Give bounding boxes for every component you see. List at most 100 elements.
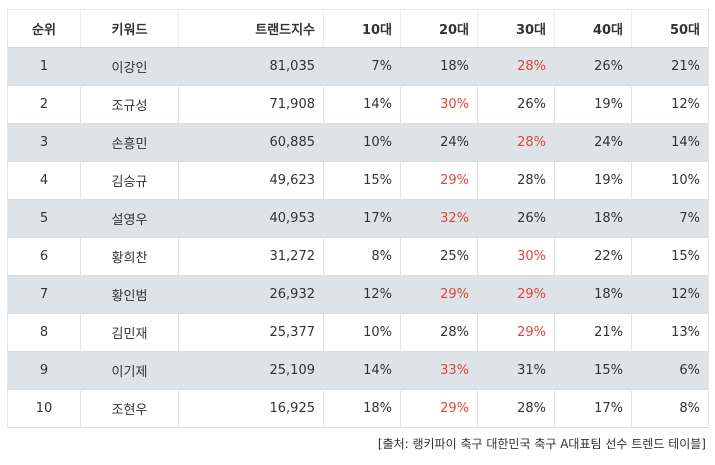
cell-age-50s: 14% [631, 123, 709, 162]
trend-table: 순위 키워드 트랜드지수 10대 20대 30대 40대 50대 1 이강인 81,… [7, 9, 709, 428]
cell-age-10s: 15% [323, 161, 401, 200]
cell-trend-index: 60,885 [178, 123, 324, 162]
cell-age-20s: 24% [400, 123, 478, 162]
cell-rank: 9 [7, 351, 81, 390]
cell-age-30s: 30% [477, 237, 555, 276]
cell-age-30s: 28% [477, 389, 555, 428]
cell-age-10s: 10% [323, 123, 401, 162]
cell-age-40s: 15% [554, 351, 632, 390]
cell-age-50s: 6% [631, 351, 709, 390]
cell-trend-index: 16,925 [178, 389, 324, 428]
table-row: 8 김민재 25,377 10% 28% 29% 21% 13% [7, 313, 709, 352]
cell-age-30s: 28% [477, 123, 555, 162]
cell-keyword: 김승규 [80, 161, 179, 200]
cell-keyword: 황희찬 [80, 237, 179, 276]
cell-age-50s: 15% [631, 237, 709, 276]
cell-rank: 7 [7, 275, 81, 314]
cell-age-40s: 19% [554, 85, 632, 124]
cell-age-20s: 29% [400, 275, 478, 314]
cell-age-50s: 21% [631, 47, 709, 86]
cell-age-30s: 26% [477, 199, 555, 238]
cell-age-10s: 18% [323, 389, 401, 428]
cell-age-40s: 19% [554, 161, 632, 200]
cell-keyword: 조규성 [80, 85, 179, 124]
cell-age-30s: 28% [477, 161, 555, 200]
table-row: 9 이기제 25,109 14% 33% 31% 15% 6% [7, 351, 709, 390]
cell-age-20s: 25% [400, 237, 478, 276]
cell-rank: 10 [7, 389, 81, 428]
cell-age-20s: 29% [400, 161, 478, 200]
trend-table-container: 순위 키워드 트랜드지수 10대 20대 30대 40대 50대 1 이강인 81,… [7, 9, 709, 428]
cell-age-50s: 12% [631, 85, 709, 124]
cell-age-50s: 13% [631, 313, 709, 352]
cell-rank: 6 [7, 237, 81, 276]
cell-keyword: 이기제 [80, 351, 179, 390]
table-row: 4 김승규 49,623 15% 29% 28% 19% 10% [7, 161, 709, 200]
cell-trend-index: 71,908 [178, 85, 324, 124]
header-rank: 순위 [7, 9, 81, 48]
source-caption: [출처: 랭키파이 축구 대한민국 축구 A대표팀 선수 트렌드 테이블] [377, 437, 706, 451]
cell-age-20s: 29% [400, 389, 478, 428]
cell-age-40s: 18% [554, 275, 632, 314]
table-row: 3 손흥민 60,885 10% 24% 28% 24% 14% [7, 123, 709, 162]
cell-rank: 1 [7, 47, 81, 86]
cell-age-20s: 30% [400, 85, 478, 124]
cell-trend-index: 81,035 [178, 47, 324, 86]
table-row: 10 조현우 16,925 18% 29% 28% 17% 8% [7, 389, 709, 428]
cell-rank: 8 [7, 313, 81, 352]
cell-age-10s: 8% [323, 237, 401, 276]
cell-age-50s: 8% [631, 389, 709, 428]
cell-rank: 4 [7, 161, 81, 200]
cell-keyword: 손흥민 [80, 123, 179, 162]
header-keyword: 키워드 [80, 9, 179, 48]
cell-age-30s: 26% [477, 85, 555, 124]
cell-keyword: 김민재 [80, 313, 179, 352]
table-row: 7 황인범 26,932 12% 29% 29% 18% 12% [7, 275, 709, 314]
cell-age-40s: 24% [554, 123, 632, 162]
cell-rank: 5 [7, 199, 81, 238]
cell-rank: 3 [7, 123, 81, 162]
cell-trend-index: 31,272 [178, 237, 324, 276]
header-trend-index: 트랜드지수 [178, 9, 324, 48]
cell-age-40s: 21% [554, 313, 632, 352]
cell-rank: 2 [7, 85, 81, 124]
cell-trend-index: 49,623 [178, 161, 324, 200]
cell-age-20s: 32% [400, 199, 478, 238]
header-age-10s: 10대 [323, 9, 401, 48]
cell-age-10s: 10% [323, 313, 401, 352]
header-age-40s: 40대 [554, 9, 632, 48]
header-age-50s: 50대 [631, 9, 709, 48]
table-body: 1 이강인 81,035 7% 18% 28% 26% 21% 2 조규성 71,908 14% 30%… [7, 47, 709, 428]
cell-age-30s: 28% [477, 47, 555, 86]
cell-age-30s: 29% [477, 275, 555, 314]
cell-age-40s: 17% [554, 389, 632, 428]
cell-trend-index: 25,109 [178, 351, 324, 390]
cell-age-20s: 33% [400, 351, 478, 390]
cell-age-30s: 29% [477, 313, 555, 352]
header-age-30s: 30대 [477, 9, 555, 48]
cell-trend-index: 40,953 [178, 199, 324, 238]
cell-trend-index: 25,377 [178, 313, 324, 352]
cell-age-40s: 18% [554, 199, 632, 238]
cell-age-30s: 31% [477, 351, 555, 390]
cell-age-20s: 18% [400, 47, 478, 86]
cell-keyword: 설영우 [80, 199, 179, 238]
cell-age-40s: 26% [554, 47, 632, 86]
cell-age-50s: 7% [631, 199, 709, 238]
table-header-row: 순위 키워드 트랜드지수 10대 20대 30대 40대 50대 [7, 9, 709, 48]
cell-age-40s: 22% [554, 237, 632, 276]
table-row: 1 이강인 81,035 7% 18% 28% 26% 21% [7, 47, 709, 86]
cell-age-10s: 12% [323, 275, 401, 314]
cell-trend-index: 26,932 [178, 275, 324, 314]
cell-keyword: 이강인 [80, 47, 179, 86]
table-row: 5 설영우 40,953 17% 32% 26% 18% 7% [7, 199, 709, 238]
table-row: 6 황희찬 31,272 8% 25% 30% 22% 15% [7, 237, 709, 276]
cell-age-10s: 14% [323, 85, 401, 124]
cell-keyword: 황인범 [80, 275, 179, 314]
cell-age-50s: 12% [631, 275, 709, 314]
cell-age-10s: 14% [323, 351, 401, 390]
cell-age-10s: 17% [323, 199, 401, 238]
header-age-20s: 20대 [400, 9, 478, 48]
cell-keyword: 조현우 [80, 389, 179, 428]
cell-age-10s: 7% [323, 47, 401, 86]
